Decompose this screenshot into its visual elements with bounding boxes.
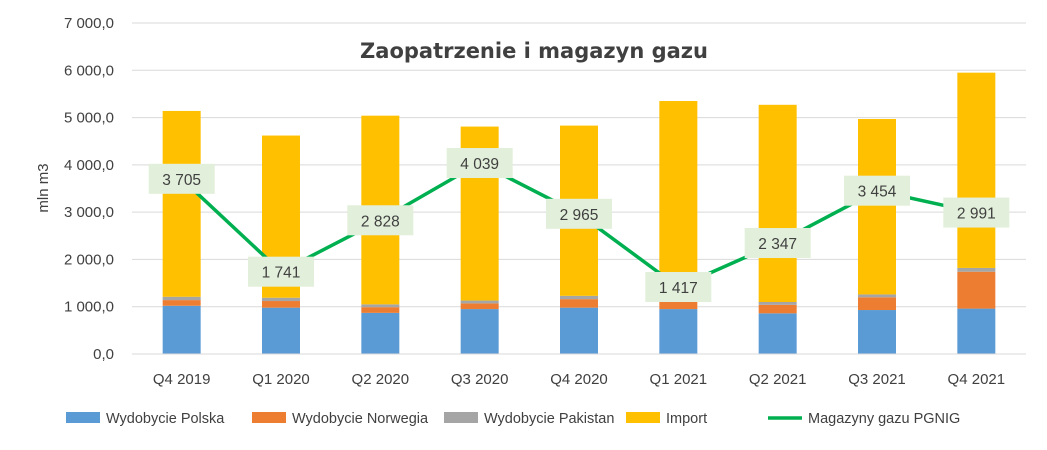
data-label-box [546,198,612,229]
data-label: 1 741 [262,265,301,282]
data-label: 3 454 [858,184,897,201]
data-label-box [347,205,414,236]
legend-label: Magazyny gazu PGNIG [808,411,960,427]
bar-wydobycie-pakistan [460,300,499,304]
x-tick-label: Q4 2019 [153,371,211,388]
data-label: 3 705 [162,172,201,189]
legend-label: Wydobycie Norwegia [292,411,429,427]
chart-title: Zaopatrzenie i magazyn gazu [360,39,708,63]
bar-wydobycie-polska [957,308,996,354]
y-tick-label: 3 000,0 [64,204,114,221]
bar-wydobycie-norwegia [162,300,201,306]
x-tick-label: Q2 2021 [749,371,807,388]
data-label-box [248,256,314,287]
y-tick-label: 7 000,0 [64,15,114,32]
bar-import [162,110,201,297]
data-label-box [148,163,215,194]
bar-wydobycie-polska [858,310,896,354]
bar-import [758,104,797,302]
bar-wydobycie-pakistan [162,296,201,301]
x-axis-ticks: Q4 2019 Q1 2020 Q2 2020 Q3 2020 Q4 2020 Q1 20… [153,371,1005,388]
data-label: 2 347 [758,236,797,253]
x-tick-label: Q4 2021 [948,371,1006,388]
legend: Wydobycie Polska Wydobycie Norwegia Wydoby… [66,411,960,427]
bar-wydobycie-pakistan [560,295,598,300]
y-tick-label: 5 000,0 [64,110,114,127]
data-labels: 3 705 1 741 2 828 4 039 2 965 1 417 2 347 3 454… [148,148,1010,302]
bar-wydobycie-polska [758,313,797,354]
x-tick-label: Q1 2021 [650,371,708,388]
data-label: 4 039 [460,156,499,173]
bar-wydobycie-norwegia [560,299,598,308]
y-tick-label: 0,0 [93,346,114,363]
data-label-box [744,228,811,259]
bar-wydobycie-pakistan [758,301,797,305]
y-axis-label: mln m3 [35,163,52,212]
bar-wydobycie-norwegia [758,304,797,314]
bar-wydobycie-polska [659,309,698,354]
legend-label: Wydobycie Polska [106,411,225,427]
legend-swatch [626,412,660,423]
data-label: 1 417 [659,280,698,297]
x-tick-label: Q1 2020 [252,371,310,388]
y-tick-label: 1 000,0 [64,299,114,316]
x-tick-label: Q3 2021 [848,371,906,388]
bar-wydobycie-polska [262,307,300,354]
legend-label: Wydobycie Pakistan [484,411,614,427]
bar-wydobycie-norwegia [659,301,698,310]
bar-wydobycie-polska [361,312,400,354]
bar-wydobycie-polska [560,307,598,354]
bar-wydobycie-polska [460,309,499,354]
y-tick-label: 2 000,0 [64,251,114,268]
data-label: 2 965 [560,207,599,224]
legend-swatch [444,412,478,423]
bar-wydobycie-norwegia [460,303,499,310]
x-tick-label: Q4 2020 [550,371,608,388]
data-label-box [645,271,712,302]
bar-wydobycie-norwegia [361,307,400,313]
bar-import [957,72,996,268]
bar-import [659,101,698,302]
bar-wydobycie-polska [162,305,201,354]
bar-wydobycie-norwegia [957,271,996,309]
legend-label: Import [666,411,707,427]
y-tick-label: 6 000,0 [64,62,114,79]
bar-wydobycie-norwegia [262,301,300,308]
data-label-box [943,197,1010,228]
x-tick-label: Q3 2020 [451,371,509,388]
data-label-box [446,148,513,179]
bar-wydobycie-pakistan [858,294,896,298]
bar-import [858,118,896,295]
y-axis-ticks: 0,0 1 000,0 2 000,0 3 000,0 4 000,0 5 000,0 6 … [64,15,114,363]
bar-wydobycie-pakistan [262,297,300,302]
legend-swatch [66,412,100,423]
bar-wydobycie-pakistan [361,304,400,308]
y-tick-label: 4 000,0 [64,157,114,174]
bar-wydobycie-norwegia [858,297,896,311]
legend-swatch [252,412,286,423]
bar-wydobycie-pakistan [957,267,996,272]
x-tick-label: Q2 2020 [352,371,410,388]
data-label: 2 991 [957,206,996,223]
data-label-box [844,175,910,206]
data-label: 2 828 [361,213,400,230]
